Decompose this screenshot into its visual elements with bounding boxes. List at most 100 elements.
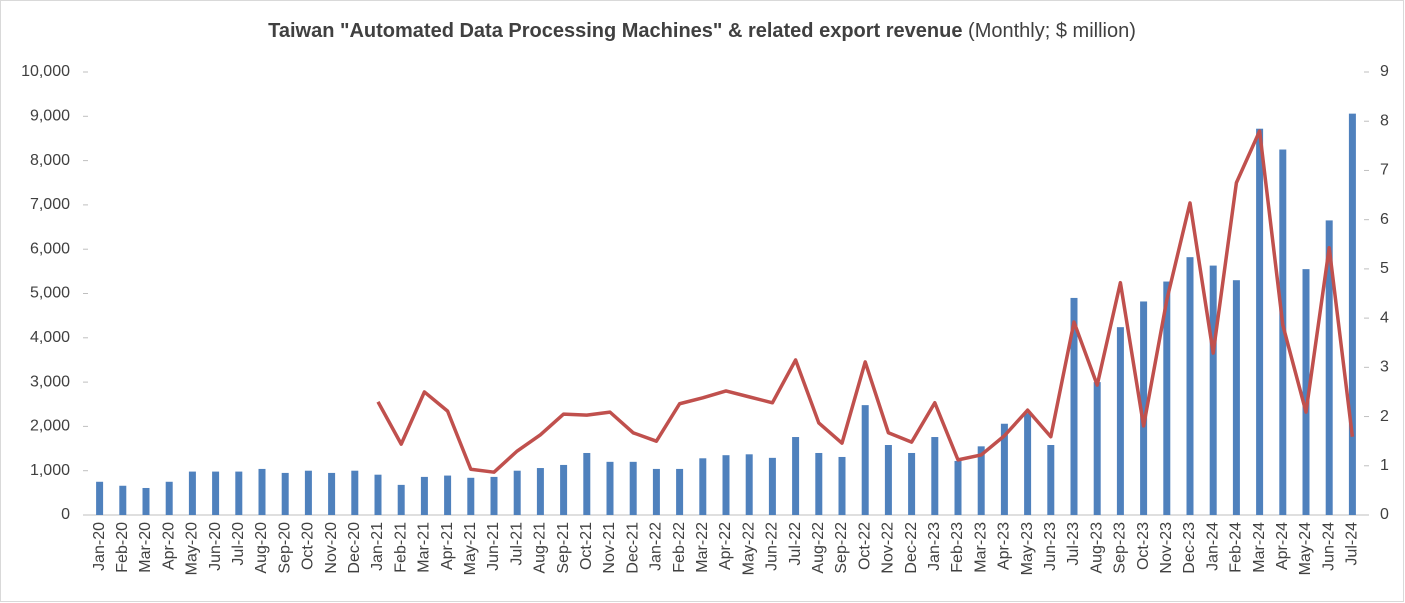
bar <box>1024 413 1032 515</box>
bar <box>1116 327 1124 515</box>
y-tick-label: 6,000 <box>30 240 70 257</box>
x-tick-label: May-23 <box>1019 522 1036 575</box>
bar <box>676 468 684 515</box>
bar <box>745 454 753 515</box>
x-tick-label: Mar-24 <box>1251 522 1268 573</box>
x-tick-label: May-22 <box>740 522 757 575</box>
line <box>376 129 1355 474</box>
bar <box>1093 382 1101 515</box>
bar <box>1209 265 1217 515</box>
bar <box>1000 423 1008 515</box>
y2-tick-label: 6 <box>1380 211 1389 228</box>
bar <box>212 471 220 515</box>
y2-tick-label: 5 <box>1380 260 1389 277</box>
x-tick-label: Mar-20 <box>137 522 154 573</box>
bar <box>977 446 985 515</box>
bar <box>490 476 498 515</box>
x-tick-label: May-20 <box>184 522 201 575</box>
bar <box>606 461 614 515</box>
x-tick-label: Aug-22 <box>810 522 827 574</box>
x-tick-label: Jun-22 <box>764 522 781 571</box>
y2-tick-label: 7 <box>1380 162 1389 179</box>
x-tick-label: May-24 <box>1297 522 1314 575</box>
x-tick-label: Jun-20 <box>207 522 224 571</box>
y-tick-label: 2,000 <box>30 418 70 435</box>
bar <box>1163 281 1171 515</box>
y2-tick-label: 2 <box>1380 408 1389 425</box>
x-tick-label: Jan-22 <box>648 522 665 571</box>
bar <box>722 455 730 515</box>
bar <box>142 487 150 515</box>
bar <box>629 461 637 515</box>
x-tick-label: Oct-21 <box>578 522 595 570</box>
x-tick-label: Apr-21 <box>439 522 456 570</box>
bar <box>1070 297 1078 515</box>
x-tick-label: Feb-21 <box>392 522 409 573</box>
y-tick-label: 10,000 <box>21 63 70 80</box>
x-tick-label: Jun-23 <box>1042 522 1059 571</box>
y-tick-label: 7,000 <box>30 196 70 213</box>
x-tick-label: Mar-22 <box>694 522 711 573</box>
x-tick-label: Dec-22 <box>903 522 920 574</box>
bar <box>258 468 266 515</box>
y2-tick-label: 4 <box>1380 309 1389 326</box>
x-tick-label: Jul-22 <box>787 522 804 566</box>
x-tick-label: Nov-21 <box>601 522 618 574</box>
x-tick-label: Mar-23 <box>972 522 989 573</box>
x-tick-label: Jul-20 <box>230 522 247 566</box>
bar <box>908 452 916 515</box>
y-tick-label: 8,000 <box>30 152 70 169</box>
x-tick-label: Dec-20 <box>346 522 363 574</box>
x-tick-label: Feb-24 <box>1228 522 1245 573</box>
x-tick-label: Aug-20 <box>253 522 270 574</box>
x-tick-label: Jul-24 <box>1344 522 1361 566</box>
bar <box>884 445 892 515</box>
bar <box>281 472 289 515</box>
bar <box>444 475 452 515</box>
y-tick-label: 5,000 <box>30 285 70 302</box>
bar <box>1140 301 1148 515</box>
x-tick-label: Apr-24 <box>1274 522 1291 570</box>
bar <box>304 470 312 515</box>
x-tick-label: Oct-23 <box>1135 522 1152 570</box>
x-tick-label: Sep-22 <box>833 522 850 574</box>
y-tick-label: 4,000 <box>30 329 70 346</box>
x-tick-label: Sep-21 <box>555 522 572 574</box>
bar <box>931 437 939 515</box>
bar <box>96 481 104 515</box>
bar <box>1186 257 1194 515</box>
bar <box>374 474 382 515</box>
bar <box>560 464 568 515</box>
bar <box>119 485 127 515</box>
bar <box>1279 149 1287 515</box>
x-tick-label: Jan-20 <box>91 522 108 571</box>
bar <box>235 471 243 515</box>
x-tick-label: Nov-23 <box>1158 522 1175 574</box>
y-tick-label: 3,000 <box>30 373 70 390</box>
bar <box>420 476 428 515</box>
x-tick-label: Dec-23 <box>1181 522 1198 574</box>
y2-tick-label: 3 <box>1380 359 1389 376</box>
bar <box>1232 280 1240 515</box>
x-tick-label: Feb-20 <box>114 522 131 573</box>
x-tick-label: Feb-22 <box>671 522 688 573</box>
bar <box>1348 113 1356 515</box>
x-tick-label: Jan-23 <box>926 522 943 571</box>
x-tick-label: Sep-23 <box>1112 522 1129 574</box>
chart-subtitle: (Monthly; $ million) <box>968 20 1136 42</box>
bar <box>467 477 475 515</box>
bar <box>1325 220 1333 515</box>
bar <box>838 456 846 515</box>
x-tick-label: Jan-21 <box>369 522 386 571</box>
x-tick-label: Mar-21 <box>416 522 433 573</box>
bar <box>815 452 823 515</box>
x-tick-label: Aug-21 <box>532 522 549 574</box>
chart-title: Taiwan "Automated Data Processing Machin… <box>268 20 962 42</box>
bar <box>1256 128 1264 516</box>
x-tick-label: Oct-20 <box>300 522 317 570</box>
x-tick-label: Jul-23 <box>1065 522 1082 566</box>
x-tick-label: May-21 <box>462 522 479 575</box>
x-tick-label: Feb-23 <box>949 522 966 573</box>
x-tick-label: Oct-22 <box>856 522 873 570</box>
